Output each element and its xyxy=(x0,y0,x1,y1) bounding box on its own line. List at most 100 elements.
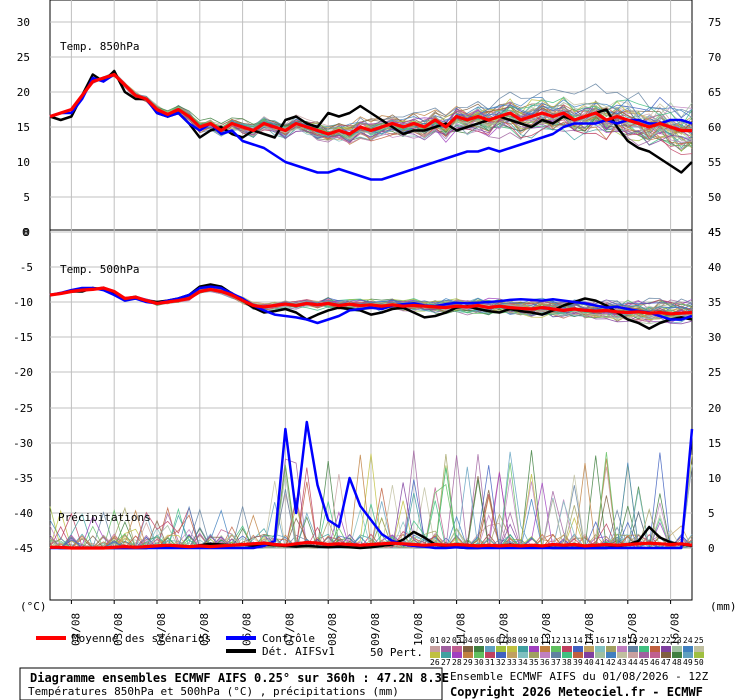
pert-legend-label: 16 xyxy=(595,636,605,645)
pert-legend-swatch xyxy=(639,652,649,658)
y-tick-left: -20 xyxy=(13,366,33,379)
y-tick-right: 45 xyxy=(708,226,721,239)
y-tick-right: 65 xyxy=(708,86,721,99)
pert-legend-label: 50 xyxy=(694,658,704,667)
pert-legend-swatch xyxy=(463,652,473,658)
pert-legend-label: 44 xyxy=(628,658,638,667)
x-tick-label: 12/08 xyxy=(497,613,510,646)
pert-legend-label: 17 xyxy=(606,636,616,645)
pert-legend-label: 24 xyxy=(683,636,693,645)
pert-legend-swatch xyxy=(628,652,638,658)
pert-legend-swatch xyxy=(606,652,616,658)
pert-legend-label: 20 xyxy=(639,636,649,645)
pert-legend-label: 33 xyxy=(507,658,517,667)
pert-legend-label: 25 xyxy=(694,636,704,645)
y-tick-left: -10 xyxy=(13,296,33,309)
pert-legend-swatch xyxy=(529,652,539,658)
pert-legend-label: 14 xyxy=(573,636,583,645)
pert-legend-swatch xyxy=(452,646,462,652)
panel-850-title: Temp. 850hPa xyxy=(60,40,139,53)
series-line-mean xyxy=(49,286,693,316)
pert-legend-swatch xyxy=(661,652,671,658)
pert-legend-label: 27 xyxy=(441,658,451,667)
pert-legend-label: 42 xyxy=(606,658,616,667)
pert-legend-label: 22 xyxy=(661,636,671,645)
x-tick-label: 07/08 xyxy=(283,613,296,646)
pert-legend-label: 02 xyxy=(441,636,451,645)
pert-legend-label: 19 xyxy=(628,636,638,645)
pert-legend-label: 40 xyxy=(584,658,594,667)
pert-legend-swatch xyxy=(617,646,627,652)
pert-legend-label: 05 xyxy=(474,636,484,645)
y-tick-left: 0 xyxy=(23,226,30,239)
y-tick-left: -25 xyxy=(13,402,33,415)
pert-legend-swatch xyxy=(485,652,495,658)
pert-legend-swatch xyxy=(551,646,561,652)
y-tick-right: 75 xyxy=(708,16,721,29)
pert-legend-label: 29 xyxy=(463,658,473,667)
y-tick-left: 15 xyxy=(17,121,30,134)
pert-legend-label: 34 xyxy=(518,658,528,667)
pert-legend-swatch xyxy=(562,652,572,658)
y-tick-left: 30 xyxy=(17,16,30,29)
pert-legend-label: 04 xyxy=(463,636,473,645)
pert-legend-swatch xyxy=(694,646,704,652)
pert-legend-label: 30 xyxy=(474,658,484,667)
pert-legend-swatch xyxy=(507,652,517,658)
y-tick-right: 50 xyxy=(708,191,721,204)
pert-legend-label: 45 xyxy=(639,658,649,667)
x-tick-label: 08/08 xyxy=(326,613,339,646)
pert-legend-swatch xyxy=(474,652,484,658)
pert-legend-swatch xyxy=(639,646,649,652)
pert-legend-label: 08 xyxy=(507,636,517,645)
y-tick-right: 40 xyxy=(708,261,721,274)
pert-legend-label: 01 xyxy=(430,636,440,645)
pert-legend-swatch xyxy=(540,646,550,652)
pert-legend-label: 38 xyxy=(562,658,572,667)
y-tick-left: -45 xyxy=(13,542,33,555)
pert-legend-label: 37 xyxy=(551,658,561,667)
pert-legend-swatch xyxy=(650,652,660,658)
units-left-label: (°C) xyxy=(20,600,47,613)
pert-legend-label: 41 xyxy=(595,658,605,667)
x-tick-label: 06/08 xyxy=(241,613,254,646)
pert-legend-swatch xyxy=(430,652,440,658)
pert-legend-swatch xyxy=(672,646,682,652)
pert-legend-swatch xyxy=(650,646,660,652)
pert-legend-swatch xyxy=(507,646,517,652)
series-line-mean xyxy=(50,540,693,550)
x-tick-label: 09/08 xyxy=(369,613,382,646)
series-line-control xyxy=(50,420,694,550)
y-tick-left: -35 xyxy=(13,472,33,485)
y-tick-right: 55 xyxy=(708,156,721,169)
axis-ticks: 02/08 03/08 04/08 05/08 06/08 07/08 08/08 09/08… xyxy=(13,16,721,646)
pert-legend-label: 36 xyxy=(540,658,550,667)
pert-legend-swatch xyxy=(694,652,704,658)
footer-title: Diagramme ensembles ECMWF AIFS 0.25° sur… xyxy=(30,671,449,685)
pert-legend-swatch xyxy=(595,652,605,658)
pert-legend-label: 26 xyxy=(430,658,440,667)
panel-precip-title: Précipitations xyxy=(58,511,151,524)
x-tick-label: 05/08 xyxy=(198,613,211,646)
y-tick-left: 20 xyxy=(17,86,30,99)
pert-legend-swatch xyxy=(452,652,462,658)
y-tick-left: 5 xyxy=(23,191,30,204)
pert-legend-swatch xyxy=(551,652,561,658)
pert-legend-label: 06 xyxy=(485,636,495,645)
pert-legend-swatch xyxy=(430,646,440,652)
pert-legend-swatch xyxy=(584,652,594,658)
y-tick-left: 0 xyxy=(22,226,29,239)
pert-legend-label: 07 xyxy=(496,636,506,645)
pert-legend-label: 03 xyxy=(452,636,462,645)
pert-legend-label: 12 xyxy=(551,636,561,645)
perturbation-legend: 01 02 03 04 05 06 07 08 09 10 11 12 13 14 15 16 17 18 19 20… xyxy=(430,636,704,667)
y-tick-right: 20 xyxy=(708,402,721,415)
pert-legend-swatch xyxy=(474,646,484,652)
y-tick-right: 5 xyxy=(708,507,715,520)
y-tick-left: 10 xyxy=(17,156,30,169)
x-tick-label: 11/08 xyxy=(455,613,468,646)
y-tick-right: 45 xyxy=(708,226,721,239)
pert-legend-label: 35 xyxy=(529,658,539,667)
